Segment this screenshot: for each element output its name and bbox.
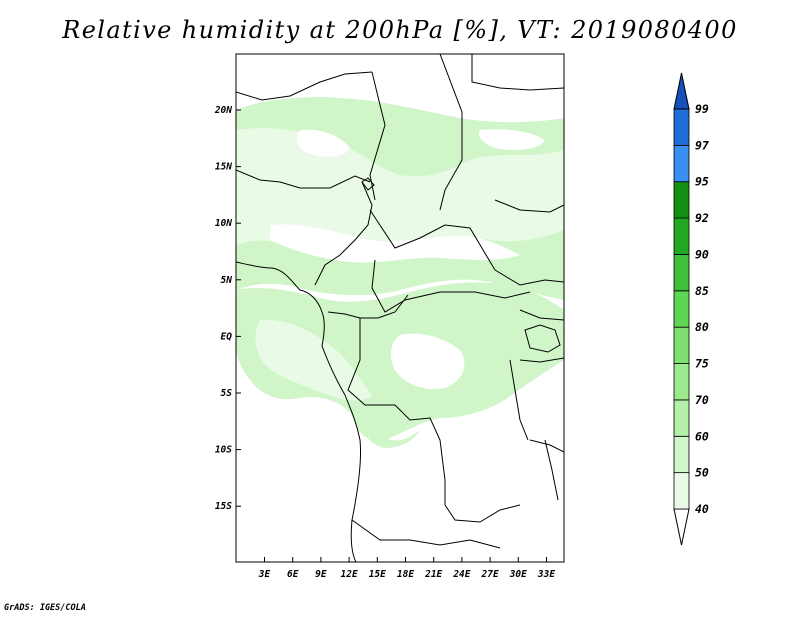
- colorbar-label: 99: [695, 102, 709, 116]
- border-angola-zambia: [444, 480, 521, 523]
- colorbar-label: 60: [695, 429, 709, 443]
- lat-label: 5S: [221, 388, 233, 399]
- lat-label: 10S: [215, 445, 232, 456]
- lat-label: 20N: [214, 105, 232, 116]
- coastline-west: [236, 261, 361, 562]
- humidity-region-north-light: [236, 128, 564, 255]
- colorbar-segment: [673, 108, 690, 146]
- chart-title: Relative humidity at 200hPa [%], VT: 201…: [62, 16, 738, 44]
- lon-label: 18E: [397, 569, 414, 580]
- border-south-sudan: [494, 269, 564, 286]
- colorbar-segment: [673, 290, 690, 328]
- lon-axis: 3E 6E 9E 12E 15E 18E 21E 24E 27E 30E 33E: [258, 557, 555, 580]
- border-drc-west: [347, 318, 446, 481]
- border-cameroon-car: [371, 259, 531, 313]
- credit-text: GrADS: IGES/COLA: [4, 603, 86, 613]
- border-niger-nigeria: [236, 169, 371, 189]
- border-sudan-east: [471, 54, 564, 91]
- colorbar-segment: [673, 181, 690, 219]
- colorbar-segment: [673, 472, 690, 510]
- humidity-shading: [236, 97, 564, 448]
- colorbar-label: 97: [695, 138, 709, 152]
- lat-label: EQ: [221, 331, 233, 342]
- humidity-region-equatorial-light: [255, 319, 372, 401]
- humidity-region-north-white-2: [296, 129, 350, 157]
- lat-axis: 20N 15N 10N 5N EQ 5S 10S 15S: [214, 105, 241, 512]
- border-ethiopia: [494, 199, 564, 213]
- lon-label: 9E: [315, 569, 327, 580]
- colorbar-lower-arrow: [673, 508, 690, 546]
- colorbar-upper-arrow: [673, 72, 690, 110]
- border-chad-car: [369, 209, 496, 271]
- colorbar-segment: [673, 399, 690, 437]
- colorbar-label: 85: [695, 284, 709, 298]
- border-east-africa: [519, 309, 564, 453]
- colorbar-segment: [673, 326, 690, 364]
- border-south: [351, 519, 501, 549]
- colorbar-segment: [673, 435, 690, 474]
- border-libya-chad: [369, 71, 386, 201]
- colorbar-label: 70: [695, 393, 709, 407]
- colorbar-label: 75: [695, 357, 709, 371]
- colorbar-label: 92: [695, 211, 709, 225]
- lon-label: 30E: [509, 569, 527, 580]
- lake-tanganyika: [509, 359, 529, 441]
- humidity-region-north-white-3: [478, 129, 545, 150]
- lon-label: 12E: [341, 569, 358, 580]
- plot-frame: [235, 53, 565, 563]
- lon-label: 15E: [369, 569, 386, 580]
- lat-label: 15S: [215, 501, 232, 512]
- colorbar-segment: [673, 363, 690, 401]
- lat-label: 5N: [221, 275, 233, 286]
- lon-label: 6E: [287, 569, 299, 580]
- boundaries: [236, 54, 564, 562]
- lake-chad: [361, 177, 375, 191]
- lon-label: 3E: [258, 569, 271, 580]
- border-algeria-niger: [236, 71, 373, 101]
- lake-malawi: [544, 439, 559, 501]
- colorbar-segment: [673, 144, 690, 183]
- lon-label: 21E: [424, 569, 442, 580]
- colorbar-segment: [673, 217, 690, 255]
- lake-victoria: [524, 324, 561, 353]
- colorbar-label: 90: [695, 247, 709, 261]
- humidity-region-north-white: [270, 224, 520, 263]
- colorbar-label: 95: [695, 175, 709, 189]
- colorbar-label: 80: [695, 320, 709, 334]
- colorbar-label: 50: [695, 466, 709, 480]
- lon-label: 24E: [452, 569, 470, 580]
- lon-label: 33E: [537, 569, 555, 580]
- colorbar: 40 50 60 70 75 80 85 90 92 95 97 99: [673, 72, 709, 546]
- colorbar-segment: [673, 254, 690, 292]
- lon-label: 27E: [481, 569, 499, 580]
- lat-label: 10N: [215, 218, 232, 229]
- humidity-region-central-white: [390, 333, 465, 390]
- border-nigeria-east: [314, 181, 373, 286]
- border-libya-sudan: [439, 54, 463, 211]
- humidity-region-southwest: [352, 410, 420, 448]
- lat-label: 15N: [215, 162, 232, 173]
- colorbar-label: 40: [695, 502, 709, 516]
- border-congo: [327, 294, 409, 319]
